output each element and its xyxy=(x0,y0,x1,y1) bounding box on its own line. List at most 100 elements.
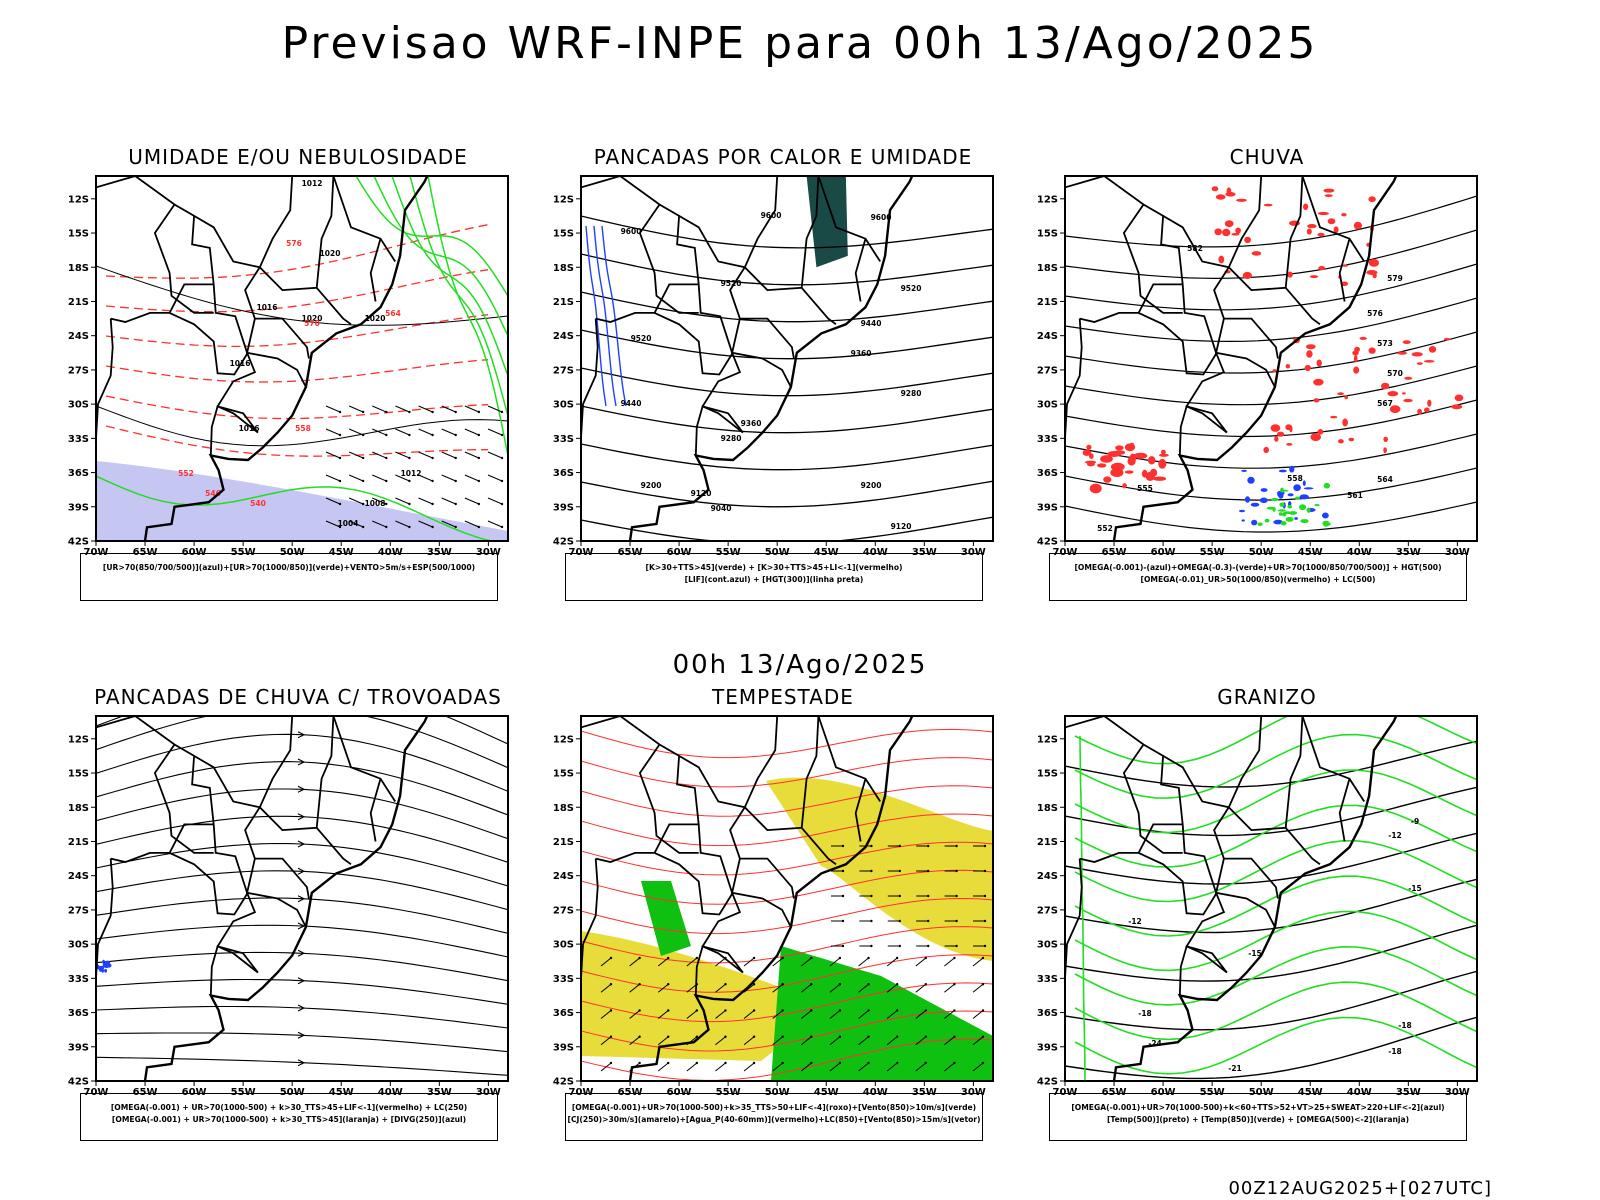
contour-label: 9200 xyxy=(641,481,662,490)
lat-tick-label: 21S xyxy=(68,297,89,308)
contour-label: 561 xyxy=(1347,491,1363,500)
lat-tick-label: 24S xyxy=(68,871,89,882)
contour-label: 9600 xyxy=(871,213,892,222)
lon-tick-label: 70W xyxy=(569,1087,594,1098)
lat-tick-label: 36S xyxy=(1037,1008,1058,1019)
lon-tick-label: 40W xyxy=(378,547,403,558)
lon-tick-label: 50W xyxy=(1249,1087,1274,1098)
lat-tick-label: 30S xyxy=(553,400,574,411)
legend-caption-line: [OMEGA(-0.001)-(azul)+OMEGA(-0.3)-(verde… xyxy=(1074,563,1442,572)
lon-tick-label: 50W xyxy=(280,547,305,558)
legend-caption-line: [OMEGA(-0.001) + UR>70(1000-500) + k>30_… xyxy=(110,1103,468,1112)
lat-tick-label: 33S xyxy=(1037,434,1058,445)
lat-tick-label: 15S xyxy=(553,229,574,240)
contour-label: 1012 xyxy=(302,179,323,188)
contour-label: 564 xyxy=(1377,475,1393,484)
contour-label: 1016 xyxy=(257,303,278,312)
panel-granizo: GRANIZO -9 -12 -12 -15 -15 -18 -18 -18 -21 -24 12S 1… xyxy=(1027,685,1507,1165)
contour-label: 9200 xyxy=(861,481,882,490)
contour-label: 552 xyxy=(178,469,194,478)
lat-tick-label: 15S xyxy=(553,769,574,780)
lat-tick-label: 39S xyxy=(553,502,574,513)
contour-label: 576 xyxy=(1367,309,1383,318)
lon-tick-label: 45W xyxy=(814,1087,839,1098)
lat-tick-label: 12S xyxy=(68,734,89,745)
contour-label: 9120 xyxy=(691,489,712,498)
run-stamp: 00Z12AUG2025+[027UTC] xyxy=(1228,1178,1492,1199)
lat-tick-label: 39S xyxy=(1037,502,1058,513)
lon-tick-label: 50W xyxy=(1249,547,1274,558)
map-base xyxy=(581,716,914,1081)
lon-tick-label: 35W xyxy=(1396,547,1421,558)
map: 1012 1016 1016 1020 1020 1020 1016 1012 1008 1004… xyxy=(68,175,509,558)
lat-tick-label: 24S xyxy=(553,331,574,342)
lon-tick-label: 60W xyxy=(1151,1087,1176,1098)
lon-tick-label: 70W xyxy=(84,1087,109,1098)
contour-label: 9520 xyxy=(901,284,922,293)
lon-tick-label: 45W xyxy=(1298,547,1323,558)
lon-tick-label: 60W xyxy=(1151,547,1176,558)
lon-tick-label: 45W xyxy=(329,1087,354,1098)
lat-tick-label: 15S xyxy=(68,229,89,240)
contour-label: -12 xyxy=(1128,917,1142,926)
map: 58257957657357056756456155855555212S15S1… xyxy=(1037,175,1478,558)
lon-tick-label: 55W xyxy=(231,547,256,558)
lat-tick-label: 21S xyxy=(553,837,574,848)
lat-tick-label: 24S xyxy=(553,871,574,882)
lat-tick-label: 36S xyxy=(553,468,574,479)
lat-tick-label: 42S xyxy=(68,537,89,548)
panel-umidade: UMIDADE E/OU NEBULOSIDADE 1012 1016 1016 102… xyxy=(58,145,538,625)
lon-tick-label: 30W xyxy=(1445,1087,1470,1098)
contour-label: 558 xyxy=(295,424,311,433)
panel-title: PANCADAS POR CALOR E UMIDADE xyxy=(593,145,973,169)
contour-label: 9280 xyxy=(721,434,742,443)
legend-caption-line: [OMEGA(-0.001) + UR>70(1000-500) + k>30_… xyxy=(111,1115,467,1124)
legend-caption-line: [OMEGA(-0.001)+UR>70(1000-500)+k>35_TTS>… xyxy=(571,1103,977,1112)
lat-tick-label: 42S xyxy=(553,1077,574,1088)
lat-tick-label: 39S xyxy=(68,1042,89,1053)
lat-tick-label: 12S xyxy=(1037,194,1058,205)
lon-tick-label: 65W xyxy=(1102,547,1127,558)
lon-tick-label: 70W xyxy=(1053,1087,1078,1098)
lat-tick-label: 39S xyxy=(1037,1042,1058,1053)
contour-label: 9120 xyxy=(891,522,912,531)
contour-label: 1004 xyxy=(338,519,359,528)
lon-tick-label: 45W xyxy=(814,547,839,558)
lon-tick-label: 70W xyxy=(84,547,109,558)
lon-tick-label: 35W xyxy=(912,547,937,558)
lon-tick-label: 50W xyxy=(280,1087,305,1098)
lat-tick-label: 27S xyxy=(1037,905,1058,916)
lon-tick-label: 60W xyxy=(667,547,692,558)
contour-label: 9040 xyxy=(711,504,732,513)
lon-tick-label: 65W xyxy=(618,1087,643,1098)
contour-label: -15 xyxy=(1248,949,1262,958)
lon-tick-label: 45W xyxy=(329,547,354,558)
lat-tick-label: 15S xyxy=(1037,229,1058,240)
lon-tick-label: 40W xyxy=(1347,547,1372,558)
lon-tick-label: 65W xyxy=(133,1087,158,1098)
contour-label: -9 xyxy=(1411,817,1419,826)
lat-tick-label: 18S xyxy=(68,263,89,274)
contour-label: 9520 xyxy=(631,334,652,343)
legend-caption-line: [K>30+TTS>45](verde) + [K>30+TTS>45+LI<-… xyxy=(645,563,903,572)
map: -9 -12 -12 -15 -15 -18 -18 -18 -21 -24 12S 15S 18S 21… xyxy=(1037,715,1478,1098)
contour-label: 1016 xyxy=(239,424,260,433)
lat-tick-label: 27S xyxy=(553,365,574,376)
lat-tick-label: 24S xyxy=(1037,331,1058,342)
lon-tick-label: 40W xyxy=(863,547,888,558)
lat-tick-label: 39S xyxy=(68,502,89,513)
lat-tick-label: 36S xyxy=(68,468,89,479)
lon-tick-label: 30W xyxy=(961,1087,986,1098)
contour-label: 9440 xyxy=(621,399,642,408)
contour-label: 9520 xyxy=(721,279,742,288)
map-base xyxy=(96,176,429,541)
lon-tick-label: 35W xyxy=(1396,1087,1421,1098)
lat-tick-label: 27S xyxy=(68,905,89,916)
lat-tick-label: 12S xyxy=(1037,734,1058,745)
contour-label: -12 xyxy=(1388,831,1402,840)
contour-label: 1008 xyxy=(365,499,386,508)
lat-tick-label: 18S xyxy=(553,263,574,274)
contour-label: -21 xyxy=(1228,1064,1242,1073)
